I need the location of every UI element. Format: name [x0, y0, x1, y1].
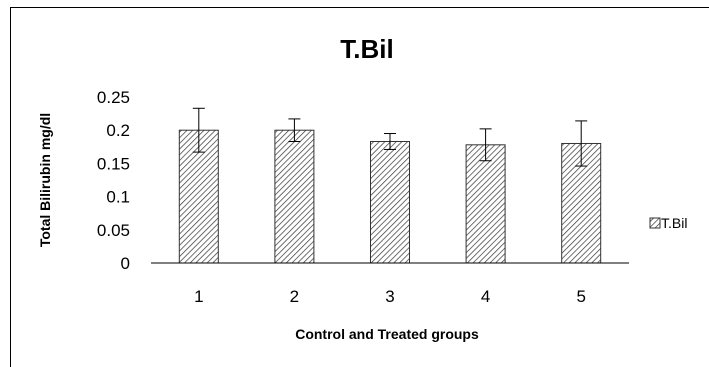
error-bar — [384, 133, 396, 150]
error-bar — [192, 107, 205, 153]
bars-group — [178, 129, 602, 264]
x-tick-label: 2 — [290, 287, 299, 306]
error-bar — [575, 120, 588, 167]
error-bar — [479, 128, 492, 162]
y-tick-label: 0.25 — [97, 88, 130, 107]
x-tick-label: 5 — [576, 287, 585, 306]
legend-swatch — [649, 217, 661, 229]
error-bar — [288, 118, 301, 142]
chart-title: T.Bil — [340, 34, 393, 64]
legend: T.Bil — [649, 215, 687, 231]
bar — [370, 140, 410, 264]
legend-label: T.Bil — [661, 215, 687, 231]
x-tick-label: 4 — [481, 287, 490, 306]
y-tick-label: 0.1 — [106, 188, 130, 207]
x-axis-ticks: 1 2 3 4 5 — [194, 287, 586, 306]
y-tick-label: 0.05 — [97, 221, 130, 240]
y-tick-label: 0.2 — [106, 121, 130, 140]
error-bars-group — [192, 107, 588, 167]
x-tick-label: 3 — [385, 287, 394, 306]
y-tick-label: 0 — [121, 254, 130, 273]
x-tick-label: 1 — [194, 287, 203, 306]
bar — [465, 144, 506, 264]
y-axis-ticks: 0 0.05 0.1 0.15 0.2 0.25 — [97, 88, 130, 273]
bar — [274, 129, 315, 264]
x-axis-title: Control and Treated groups — [295, 326, 479, 342]
y-axis-title: Total Bilirubin mg/dl — [37, 113, 53, 247]
y-tick-label: 0.15 — [97, 154, 130, 173]
